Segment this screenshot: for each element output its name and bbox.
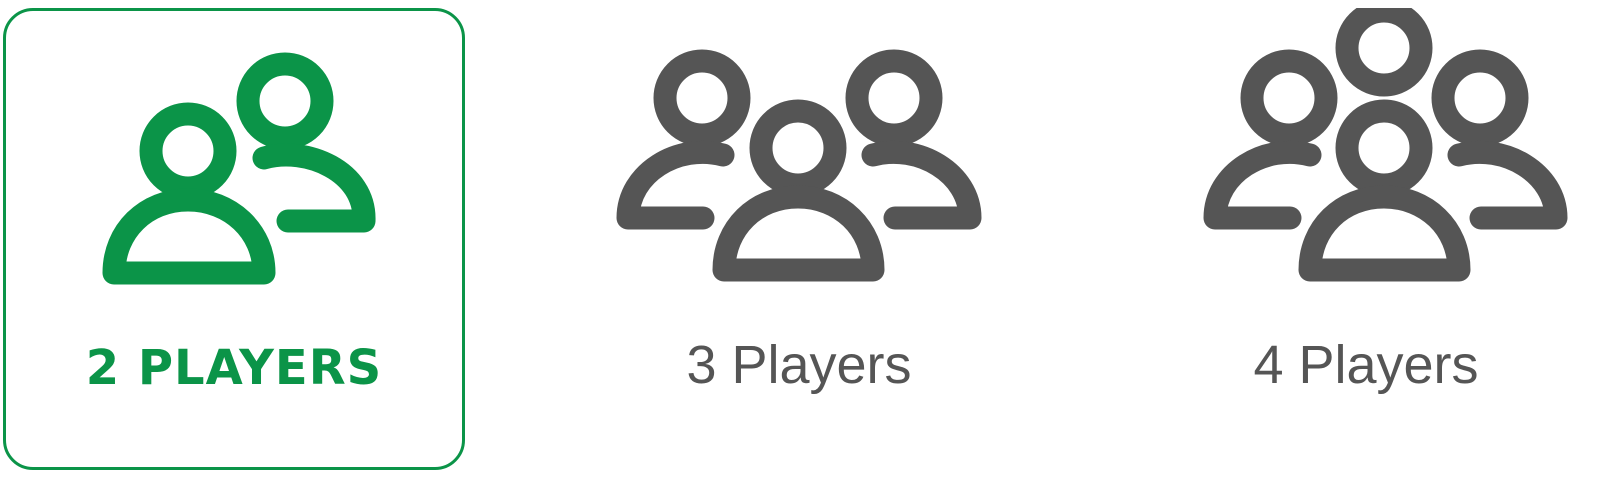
front-person	[102, 102, 276, 285]
three-people-icon	[616, 49, 982, 282]
player-count-option-4[interactable]: 4 Players	[1135, 8, 1597, 470]
player-count-option-2[interactable]: 2 PLAYERS	[3, 8, 465, 470]
option-label: 3 Players	[686, 335, 912, 395]
right-person	[845, 49, 982, 230]
left-person	[1203, 49, 1338, 230]
two-people-icon	[102, 52, 376, 285]
player-count-option-3[interactable]: 3 Players	[568, 8, 1030, 470]
left-person	[616, 49, 751, 230]
option-label: 4 Players	[1253, 335, 1479, 395]
four-people-icon	[1203, 8, 1568, 282]
back-person	[236, 52, 376, 233]
center-person	[1298, 99, 1471, 282]
right-person	[1431, 49, 1568, 230]
center-person	[712, 99, 885, 282]
option-label: 2 PLAYERS	[85, 340, 383, 396]
top-person	[1335, 8, 1433, 97]
